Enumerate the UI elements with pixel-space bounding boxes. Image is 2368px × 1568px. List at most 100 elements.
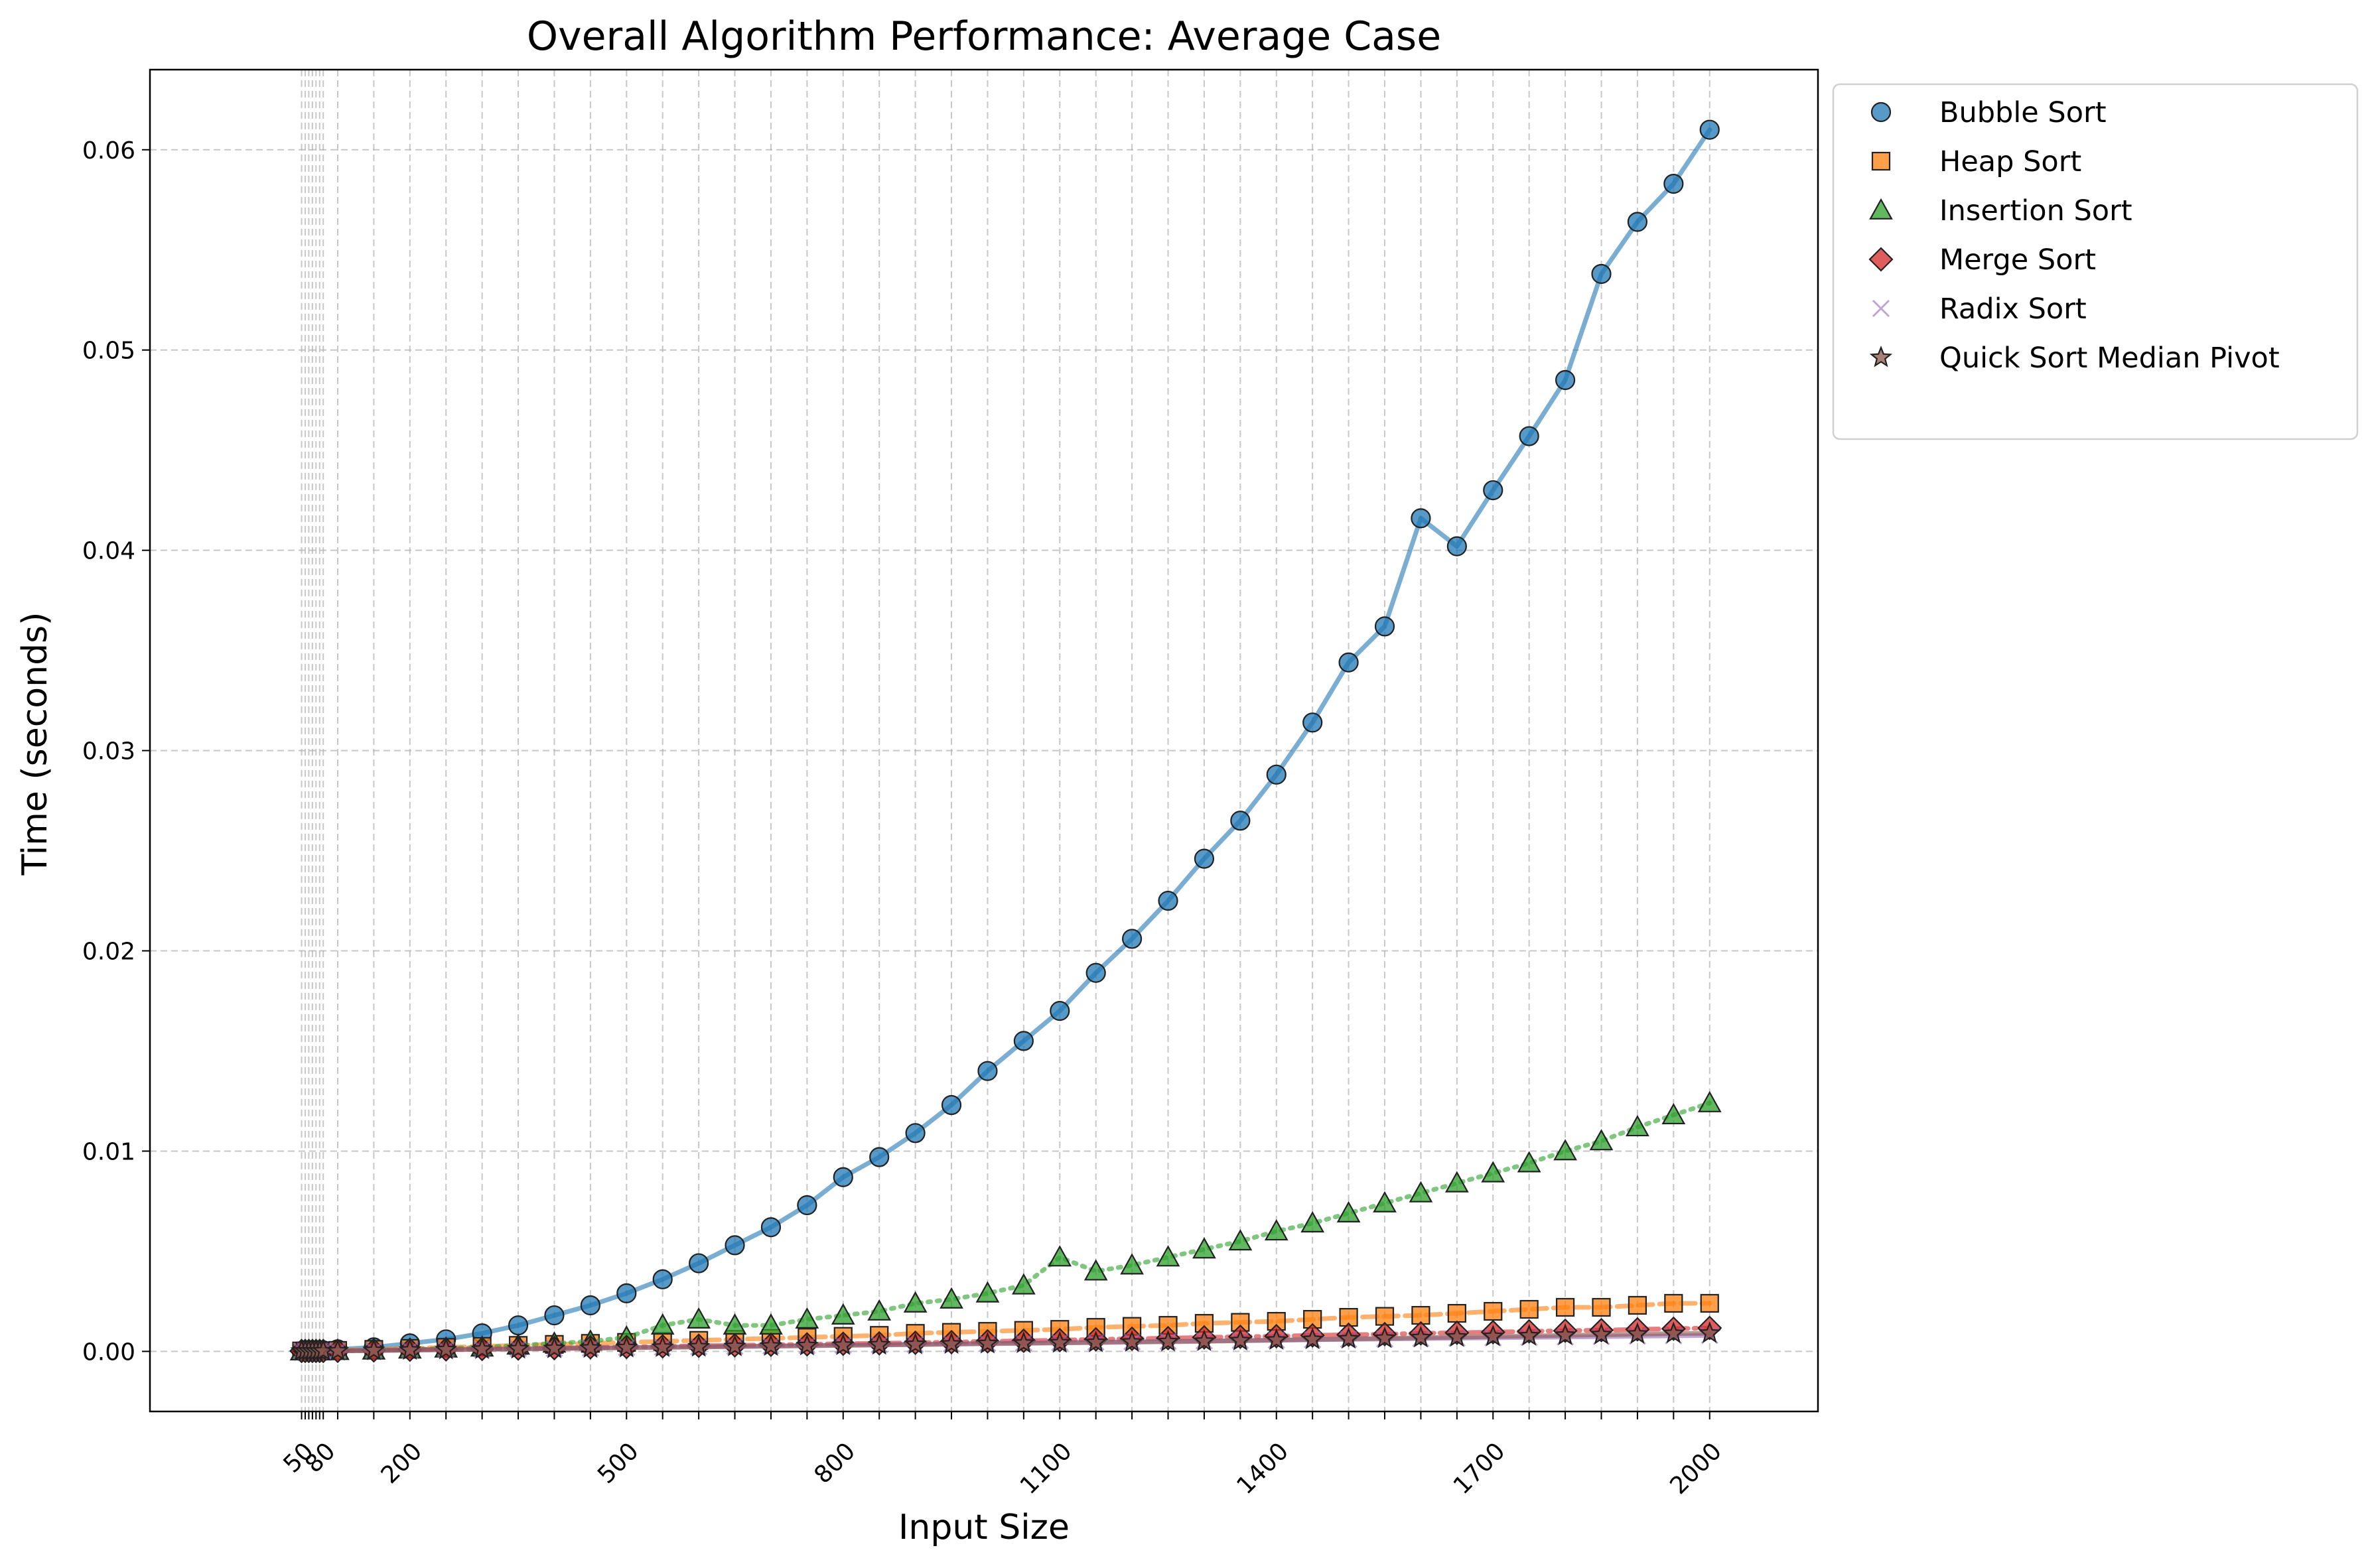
data-point: [1192, 1329, 1216, 1351]
data-point: [362, 1339, 385, 1360]
data-point: [1446, 536, 1467, 556]
grid: [150, 70, 1818, 1411]
data-point: [1591, 263, 1612, 285]
data-point: [1336, 1201, 1361, 1222]
data-point: [1158, 890, 1178, 911]
data-point: [1519, 1299, 1539, 1319]
data-point: [1699, 119, 1720, 140]
data-point: [616, 1283, 637, 1303]
legend-item: Heap Sort: [1871, 145, 2081, 178]
data-point: [975, 1281, 1000, 1303]
data-point: [1301, 1327, 1324, 1350]
data-point: [831, 1333, 855, 1355]
series-layer: [289, 119, 1722, 1364]
data-point: [1517, 1324, 1541, 1346]
series-line: [299, 1331, 1712, 1354]
data-point: [687, 1307, 711, 1329]
data-point: [1626, 1322, 1649, 1344]
legend-item: Radix Sort: [1872, 293, 2087, 326]
data-point: [1447, 1303, 1466, 1323]
data-point: [1700, 1293, 1719, 1313]
data-point: [940, 1332, 963, 1354]
legend: Bubble Sort Heap Sort Insertion Sort Merge …: [1832, 83, 2359, 440]
data-point: [652, 1269, 673, 1289]
data-point: [795, 1307, 819, 1329]
data-point: [796, 1334, 819, 1356]
data-point: [903, 1291, 928, 1313]
data-point: [470, 1337, 494, 1359]
data-point: [1085, 962, 1106, 983]
data-point: [977, 1061, 998, 1081]
data-point: [1048, 1245, 1072, 1267]
data-point: [506, 1337, 530, 1359]
data-point: [797, 1195, 817, 1216]
data-point: [651, 1335, 674, 1357]
data-point: [1409, 1181, 1433, 1203]
data-point: [1156, 1329, 1180, 1352]
data-point: [1011, 1273, 1036, 1295]
data-point: [1553, 1323, 1577, 1345]
data-point: [1663, 174, 1684, 194]
data-point: [1013, 1031, 1034, 1051]
legend-label: Heap Sort: [1939, 145, 2081, 178]
legend-label: Quick Sort Median Pivot: [1939, 342, 2280, 375]
data-point: [1337, 1327, 1360, 1349]
data-point: [759, 1334, 783, 1356]
data-point: [869, 1147, 890, 1167]
data-point: [867, 1299, 892, 1321]
data-point: [1872, 299, 1890, 318]
data-point: [1517, 1151, 1541, 1173]
data-point: [1050, 1001, 1070, 1021]
data-point: [326, 1339, 350, 1361]
data-point: [1122, 929, 1143, 949]
legend-item: Bubble Sort: [1870, 96, 2107, 129]
legend-item: Insertion Sort: [1869, 194, 2132, 228]
data-point: [725, 1235, 745, 1256]
data-point: [723, 1335, 746, 1356]
data-point: [1264, 1218, 1288, 1241]
y-tick-label: 0.05: [82, 338, 135, 365]
data-point: [904, 1333, 927, 1354]
data-point: [1266, 764, 1287, 785]
data-point: [1871, 151, 1891, 171]
data-point: [1194, 848, 1215, 869]
data-point: [1484, 1301, 1503, 1321]
data-point: [398, 1338, 421, 1360]
data-point: [1664, 1293, 1683, 1313]
data-point: [833, 1167, 853, 1187]
data-point: [1156, 1245, 1180, 1267]
data-point: [1229, 1329, 1252, 1351]
legend-item: Quick Sort Median Pivot: [1869, 342, 2280, 375]
data-point: [615, 1335, 638, 1358]
data-point: [1627, 212, 1648, 232]
legend-label: Merge Sort: [1939, 243, 2096, 277]
data-point: [580, 1295, 600, 1316]
data-point: [1697, 1090, 1722, 1112]
data-point: [1445, 1325, 1468, 1347]
data-point: [760, 1217, 782, 1238]
legend-box: [1832, 83, 2359, 440]
data-point: [1192, 1237, 1216, 1259]
data-point: [1374, 616, 1395, 637]
data-point: [1409, 1325, 1432, 1348]
data-point: [1628, 1295, 1647, 1315]
data-point: [831, 1303, 855, 1325]
data-point: [544, 1305, 565, 1326]
data-point: [1373, 1326, 1397, 1348]
y-tick-label: 0.06: [82, 137, 135, 164]
series-quick-sort-median-pivot: [290, 1321, 1721, 1361]
data-point: [1626, 1114, 1649, 1137]
data-point: [1483, 480, 1503, 501]
data-point: [1084, 1331, 1107, 1352]
data-point: [905, 1123, 926, 1143]
data-point: [1698, 1321, 1721, 1343]
data-point: [1868, 247, 1894, 272]
data-point: [1230, 811, 1251, 831]
data-point: [687, 1335, 711, 1357]
data-point: [1519, 426, 1539, 446]
data-point: [1555, 1297, 1575, 1317]
data-point: [508, 1315, 529, 1336]
data-point: [1662, 1321, 1685, 1344]
data-point: [1589, 1129, 1614, 1151]
